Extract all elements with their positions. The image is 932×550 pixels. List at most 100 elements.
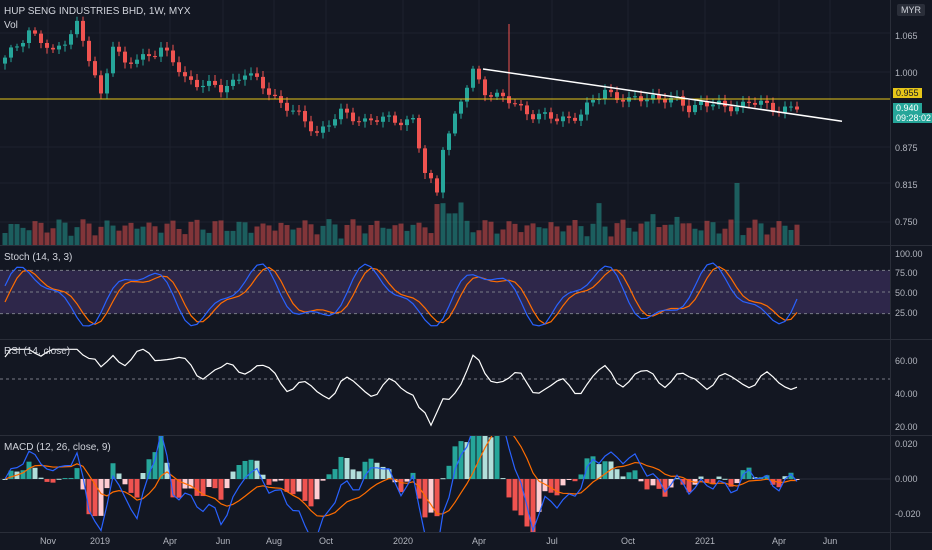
rsi-scale-label: 40.00 [895,389,918,399]
volume-bar [644,221,650,245]
volume-bar [332,224,338,245]
candle-body [441,149,445,193]
macd-histogram-bar [722,478,728,480]
volume-bar [542,228,548,245]
macd-histogram-bar [140,473,146,479]
macd-histogram-bar [482,436,488,479]
volume-bar [26,230,32,245]
time-axis-label: Jun [215,536,231,546]
macd-histogram-bar [656,479,662,489]
rsi-pane[interactable]: RSI (14, close) [0,340,932,435]
candle-body [33,30,37,34]
price-pane[interactable]: HUP SENG INDUSTRIES BHD, 1W, MYX Vol [0,0,932,245]
candle-body [351,112,355,122]
candle-body [465,87,469,102]
volume-bar [578,226,584,245]
volume-bar [314,234,320,245]
candle-body [633,96,637,98]
candle-body [327,125,331,127]
macd-histogram-bar [386,469,392,479]
volume-bar [770,227,776,245]
candle-body [273,94,277,97]
macd-pane[interactable]: MACD (12, 26, close, 9) [0,436,932,532]
volume-bar [194,219,200,245]
candle-body [363,118,367,122]
time-axis-label: Jul [546,536,558,546]
volume-bar [146,222,152,245]
price-scale-label: 0.815 [895,180,918,190]
candle-body [615,92,619,100]
rsi-scale-label: 60.00 [895,356,918,366]
candle-body [69,34,73,45]
volume-bar [200,229,206,245]
volume-bar [422,227,428,245]
candle-body [345,108,349,113]
candle-body [477,68,481,80]
volume-bar [74,227,80,245]
macd-histogram-bar [170,479,176,498]
volume-bar [488,221,494,245]
macd-histogram-bar [236,464,242,479]
stoch-pane[interactable]: Stoch (14, 3, 3) [0,246,932,339]
rsi-line [4,348,798,427]
macd-histogram-bar [194,479,200,496]
volume-bar [602,226,608,245]
currency-badge[interactable]: MYR [897,4,925,16]
candle-body [585,102,589,115]
volume-bar [476,230,482,245]
price-scale-label: 1.000 [895,68,918,78]
pane-separator[interactable] [0,339,932,340]
pane-separator[interactable] [0,435,932,436]
macd-histogram-bar [746,467,752,479]
candle-body [387,115,391,117]
volume-bar [86,223,92,245]
bar-countdown-tag: 09:28:02 [893,113,932,123]
volume-bar [272,230,278,245]
macd-histogram-bar [734,479,740,484]
macd-histogram-bar [218,479,224,500]
macd-histogram-bar [86,479,92,515]
macd-histogram-bar [80,479,86,490]
volume-bar [392,225,398,245]
candle-body [495,92,499,97]
candle-body [735,107,739,112]
price-scale-label: 1.065 [895,31,918,41]
candle-body [405,119,409,126]
stoch-k-line [4,262,798,327]
volume-bar [320,225,326,245]
macd-histogram-bar [26,461,32,479]
candle-body [195,79,199,88]
candle-body [669,97,673,103]
volume-bar [284,225,290,245]
volume-bar [338,238,344,245]
volume-bar [680,223,686,245]
candle-body [189,76,193,80]
candle-body [267,88,271,95]
volume-bar [116,230,122,245]
volume-bar [692,228,698,245]
volume-bar [740,235,746,245]
volume-bar [356,225,362,245]
volume-bar [386,228,392,245]
volume-bar [344,224,350,245]
volume-bar [50,228,56,245]
candle-body [309,121,313,132]
volume-bar [134,228,140,245]
macd-histogram-bar [632,470,638,479]
candle-body [771,102,775,112]
candle-body [249,73,253,76]
candle-body [555,118,559,122]
macd-histogram-bar [8,470,14,479]
volume-bar [416,222,422,245]
macd-histogram-bar [644,479,650,490]
volume-bar [638,223,644,245]
candle-body [759,100,763,105]
pane-separator[interactable] [0,245,932,246]
volume-bar [656,227,662,245]
macd-histogram-bar [164,462,170,479]
volume-bar [566,225,572,245]
macd-histogram-bar [56,478,62,480]
volume-bar [326,219,332,245]
volume-bar [536,227,542,245]
